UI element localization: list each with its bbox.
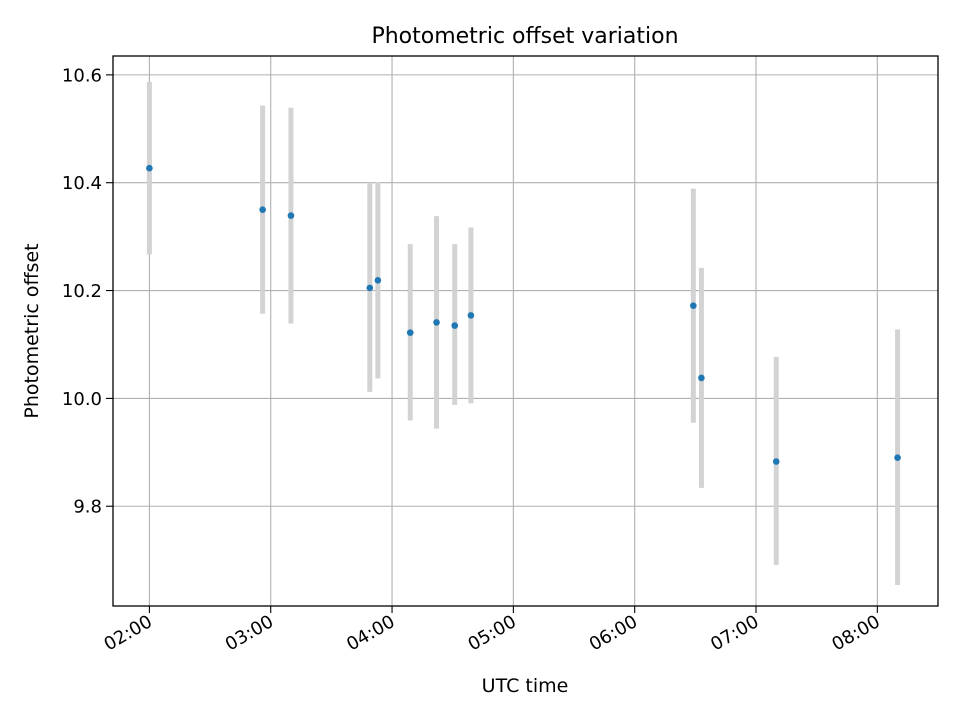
y-axis-label: Photometric offset	[21, 243, 43, 418]
data-point	[406, 329, 414, 336]
y-tick-label: 9.8	[73, 497, 102, 518]
grid	[113, 56, 938, 606]
data-point	[287, 212, 295, 219]
x-tick-label: 03:00	[222, 611, 277, 655]
data-point	[146, 164, 153, 172]
y-axis-ticks: 9.8 10.0 10.2 10.4 10.6	[62, 65, 113, 518]
x-tick-label: 05:00	[464, 611, 519, 655]
y-tick-label: 10.0	[62, 389, 102, 410]
x-tick-label: 02:00	[100, 611, 155, 655]
data-point	[772, 458, 780, 465]
x-axis-label: UTC time	[482, 675, 569, 697]
data-point	[894, 454, 901, 462]
data-point	[259, 206, 266, 213]
data-point	[467, 312, 475, 319]
data-points	[146, 164, 901, 465]
x-tick-label: 07:00	[707, 611, 762, 655]
x-tick-label: 08:00	[828, 611, 883, 655]
y-tick-label: 10.4	[62, 173, 102, 194]
chart-title: Photometric offset variation	[371, 24, 678, 49]
y-tick-label: 10.2	[62, 281, 102, 302]
data-point	[451, 322, 459, 329]
x-axis-ticks: 02:00 03:00 04:00 05:00 06:00 07:00 08:00	[100, 606, 884, 655]
data-point	[374, 277, 382, 284]
data-point	[698, 374, 705, 382]
error-bars	[146, 81, 901, 585]
y-tick-label: 10.6	[62, 65, 102, 86]
data-point	[366, 284, 374, 292]
data-point	[433, 319, 440, 326]
x-tick-label: 04:00	[343, 611, 398, 655]
plot-frame	[112, 55, 939, 607]
x-tick-label: 06:00	[586, 611, 641, 655]
data-point	[690, 302, 697, 309]
